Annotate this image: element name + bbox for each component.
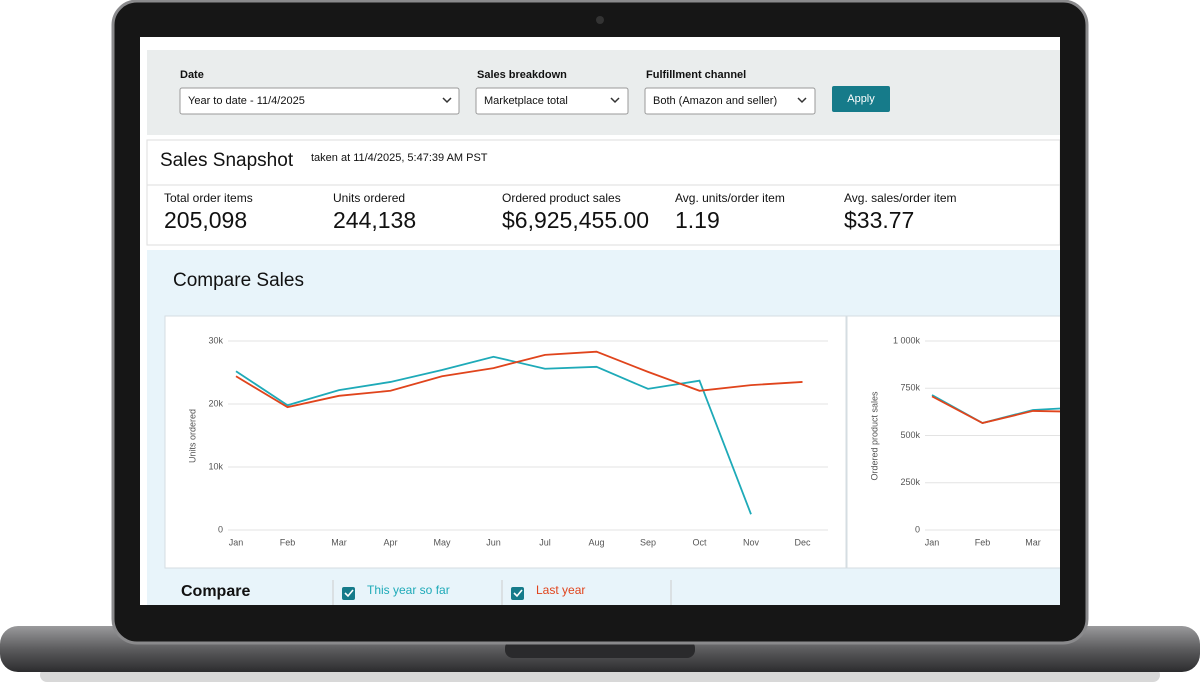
dropdown-value: Marketplace total [484,95,568,107]
y-tick-label: 0 [915,524,920,534]
chart-card [164,315,847,569]
x-tick-label: Jan [925,537,940,547]
legend-label: Last year [536,583,585,597]
dropdown[interactable] [475,87,629,115]
apply-button[interactable] [832,86,890,112]
y-axis-label: Units ordered [187,409,197,463]
x-tick-label: Mar [1025,537,1041,547]
x-tick-label: Dec [794,537,811,547]
legend-label: This year so far [367,583,450,597]
y-tick-label: 0 [218,524,223,534]
metric-label: Units ordered [333,191,405,205]
y-axis-label: Ordered product sales [869,391,879,481]
compare-title: Compare Sales [173,270,304,291]
checkbox[interactable] [342,587,355,600]
check [344,589,354,598]
y-tick-label: 750k [900,383,920,393]
screen: Date Year to date - 11/4/2025 Sales brea… [140,37,1060,605]
x-tick-label: Mar [331,537,347,547]
x-tick-label: Jul [539,537,551,547]
metric-value: 244,138 [333,207,416,233]
chevron [610,97,620,104]
metrics: Total order items 205,098 Units ordered 244… [164,191,957,233]
dropdown-value: Both (Amazon and seller) [653,95,777,107]
x-tick-label: Oct [692,537,707,547]
camera [596,16,604,24]
x-tick-label: Nov [743,537,760,547]
x-tick-label: Sep [640,537,656,547]
metric-value: 205,098 [164,207,247,233]
metric-label: Avg. sales/order item [844,191,957,205]
x-tick-label: Aug [588,537,604,547]
line-series [235,350,803,409]
y-tick-label: 10k [208,461,223,471]
dropdown-value: Year to date - 11/4/2025 [188,95,305,107]
x-tick-label: Feb [280,537,296,547]
dropdown[interactable] [179,87,460,115]
metric-label: Total order items [164,191,253,205]
y-tick-label: 250k [900,477,920,487]
metric-value: $33.77 [844,207,914,233]
x-tick-label: Feb [975,537,991,547]
x-tick-label: May [433,537,451,547]
y-tick-label: 500k [900,430,920,440]
chevron [797,97,807,104]
chevron [442,97,452,104]
charts: 0 10k 20k 30k Units ordered Jan Feb Mar Apr May Ju… [187,335,1060,547]
x-tick-label: Jun [486,537,501,547]
filter-label: Sales breakdown [477,69,567,81]
snapshot-card [146,139,1060,246]
dropdown[interactable] [644,87,816,115]
chart-card [846,315,1060,569]
y-tick-label: 20k [208,398,223,408]
x-tick-label: Jan [229,537,244,547]
checkbox[interactable] [511,587,524,600]
check [513,589,523,598]
filter-label: Fulfillment channel [646,69,746,81]
filter-label: Date [180,69,204,81]
y-tick-label: 30k [208,335,223,345]
x-tick-label: Apr [383,537,397,547]
line-series [235,355,752,515]
compare-heading: Compare [181,583,250,600]
snapshot-time: taken at 11/4/2025, 5:47:39 AM PST [311,152,488,164]
line-series [931,395,1060,424]
metric-label: Ordered product sales [502,191,621,205]
apply-label: Apply [847,93,875,105]
metric-value: 1.19 [675,207,720,233]
metric-label: Avg. units/order item [675,191,785,205]
metric-value: $6,925,455.00 [502,207,649,233]
snapshot-title: Sales Snapshot [160,150,294,171]
y-tick-label: 1 000k [893,335,921,345]
